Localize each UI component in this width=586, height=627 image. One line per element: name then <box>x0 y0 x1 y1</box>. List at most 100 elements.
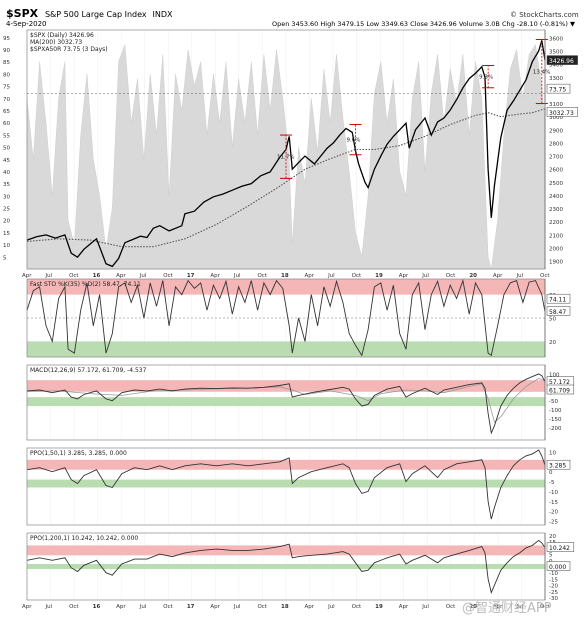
chart-title: $SPX S&P 500 Large Cap Index INDX <box>6 7 173 20</box>
ppo_200-right-label-box <box>546 542 575 552</box>
stockcharts-watermark: © StockCharts.com <box>510 11 579 19</box>
price-right-tick-label: 2000 <box>549 246 563 252</box>
x-tick-label: Oct <box>540 273 550 279</box>
price-panel: 11.7% 9.6% 9.3% 13.4% 1900 2000 2100 2200 2300 24… <box>3 29 578 270</box>
drawdown-annotation: 11.7% <box>277 134 294 179</box>
x-tick-label: Oct <box>69 273 79 279</box>
drawdown-annotation: 9.6% <box>346 124 362 156</box>
price-right-tick-label: 2800 <box>549 141 563 147</box>
price-right-tick-label: 3400 <box>549 63 563 69</box>
x-tick-label: Oct <box>163 604 173 610</box>
x-tick-label: Oct <box>352 604 362 610</box>
ppo_50-overbought-band <box>27 459 545 470</box>
ohlc-readout: Open 3453.60 High 3479.15 Low 3349.63 Cl… <box>272 20 575 28</box>
fast_stochastic-right-label-box <box>546 293 571 304</box>
x-tick-label: Apr <box>305 604 315 610</box>
ppo_200-tick-label: -25 <box>549 590 558 596</box>
price-left-tick-label: 70 <box>3 97 10 103</box>
macd-signal-line <box>26 377 546 423</box>
price-left-tick-label: 85 <box>3 60 10 66</box>
drawdown-label: 11.7% <box>277 155 294 161</box>
ppo_50-right-label-box <box>546 459 571 470</box>
fast_stochastic-tick-label: 50 <box>549 317 556 323</box>
price-left-tick-label: 50 <box>3 146 10 152</box>
ppo_200-tick-label: 5 <box>549 553 553 559</box>
drawdown-annotation: 13.4% <box>533 38 550 105</box>
price-left-tick-label: 20 <box>3 219 10 225</box>
price-left-tick-label: 80 <box>3 72 10 78</box>
x-tick-label: Jul <box>421 273 429 279</box>
price-right-tick-label: 2100 <box>549 233 563 239</box>
x-tick-label: 17 <box>187 273 195 279</box>
x-tick-label: Apr <box>22 604 32 610</box>
x-tick-label: Jul <box>515 604 523 610</box>
ppo_200-tick-label: -10 <box>549 571 558 577</box>
price-left-tick-label: 30 <box>3 194 10 200</box>
price-right-tick-label: 3000 <box>549 115 563 121</box>
x-tick-label: Jul <box>421 604 429 610</box>
fast_stochastic-overbought-band <box>27 279 545 295</box>
macd-oversold-band <box>27 397 545 407</box>
x-tick-label: Jul <box>139 273 147 279</box>
x-tick-label: Oct <box>69 604 79 610</box>
price-left-tick-label: 75 <box>3 85 10 91</box>
ppo_50-tick-label: -25 <box>549 520 558 526</box>
ppo_50-right-label: 3.285 <box>549 463 566 470</box>
macd-tick-label: -100 <box>549 408 562 414</box>
price-right-tick-label: 2400 <box>549 194 563 200</box>
index-name: S&P 500 Large Cap Index <box>45 10 147 19</box>
ma200-line <box>26 108 546 248</box>
fast_stochastic-right-label-box <box>546 306 571 316</box>
x-tick-label: Apr <box>399 273 409 279</box>
fast_stochastic-right-label: 58.47 <box>549 309 566 316</box>
x-tick-label: Jul <box>45 604 53 610</box>
x-tick-label: Apr <box>210 273 220 279</box>
price-left-tick-label: 40 <box>3 170 10 176</box>
ppo_50-tick-label: 10 <box>549 450 556 456</box>
price-right-label: 73.75 <box>549 87 566 94</box>
price-left-tick-label: 5 <box>3 255 7 261</box>
ppo_200-overbought-band <box>27 545 545 556</box>
price-left-tick-label: 65 <box>3 109 10 115</box>
x-tick-label: Apr <box>210 604 220 610</box>
x-tick-label: 16 <box>93 273 101 279</box>
x-tick-label: Apr <box>493 604 503 610</box>
price-left-tick-label: 90 <box>3 48 10 54</box>
x-tick-label: 19 <box>375 604 383 610</box>
x-tick-label: Apr <box>493 273 503 279</box>
x-tick-label: Jul <box>233 273 241 279</box>
price-right-tick-label: 2700 <box>549 155 563 161</box>
fast_stochastic-panel: 205080Fast STO %K(35) %D(2) 58.47, 74.11… <box>26 278 571 358</box>
x-tick-label: Oct <box>257 273 267 279</box>
ppo_50-tick-label: -15 <box>549 500 558 506</box>
price-right-label-box <box>546 55 578 65</box>
x-tick-label: Jul <box>45 273 53 279</box>
ppo_200-tick-label: 20 <box>549 534 556 540</box>
x-tick-label: Apr <box>305 273 315 279</box>
x-tick-label: 20 <box>469 604 477 610</box>
ppo_200-tick-label: -20 <box>549 584 558 590</box>
x-tick-label: Oct <box>163 273 173 279</box>
x-tick-label: Apr <box>116 273 126 279</box>
ppo_50-tick-label: -5 <box>549 480 555 486</box>
price-right-tick-label: 3500 <box>549 50 563 56</box>
x-tick-label: Oct <box>257 604 267 610</box>
price-right-tick-label: 2500 <box>549 181 563 187</box>
symbol: $SPX <box>6 7 39 20</box>
price-right-label-box <box>546 107 578 117</box>
chart-panels: 11.7% 9.6% 9.3% 13.4% 1900 2000 2100 2200 2300 24… <box>3 29 578 602</box>
macd-panel: -200-150-100-50050100MACD(12,26,9) 57.17… <box>26 364 575 441</box>
ppo_50-tick-label: 0 <box>549 470 553 476</box>
price-right-tick-label: 3100 <box>549 102 563 108</box>
ppo_200-line <box>26 539 546 595</box>
price-left-tick-label: 15 <box>3 231 10 237</box>
x-axis: Apr Jul Oct 16 Apr Jul Oct 17 Apr Jul Oct 18 Apr Jul O… <box>22 273 550 610</box>
x-tick-label: 20 <box>469 273 477 279</box>
x-tick-label: Jul <box>327 273 335 279</box>
ppo_50-tick-label: -20 <box>549 510 558 516</box>
ppo_200-right-label: 10.242 <box>549 545 570 552</box>
ppo_200-right-label: 0.000 <box>549 564 566 571</box>
fast_stochastic-oversold-band <box>27 341 545 357</box>
x-tick-label: Oct <box>446 604 456 610</box>
x-tick-label: Jul <box>233 604 241 610</box>
